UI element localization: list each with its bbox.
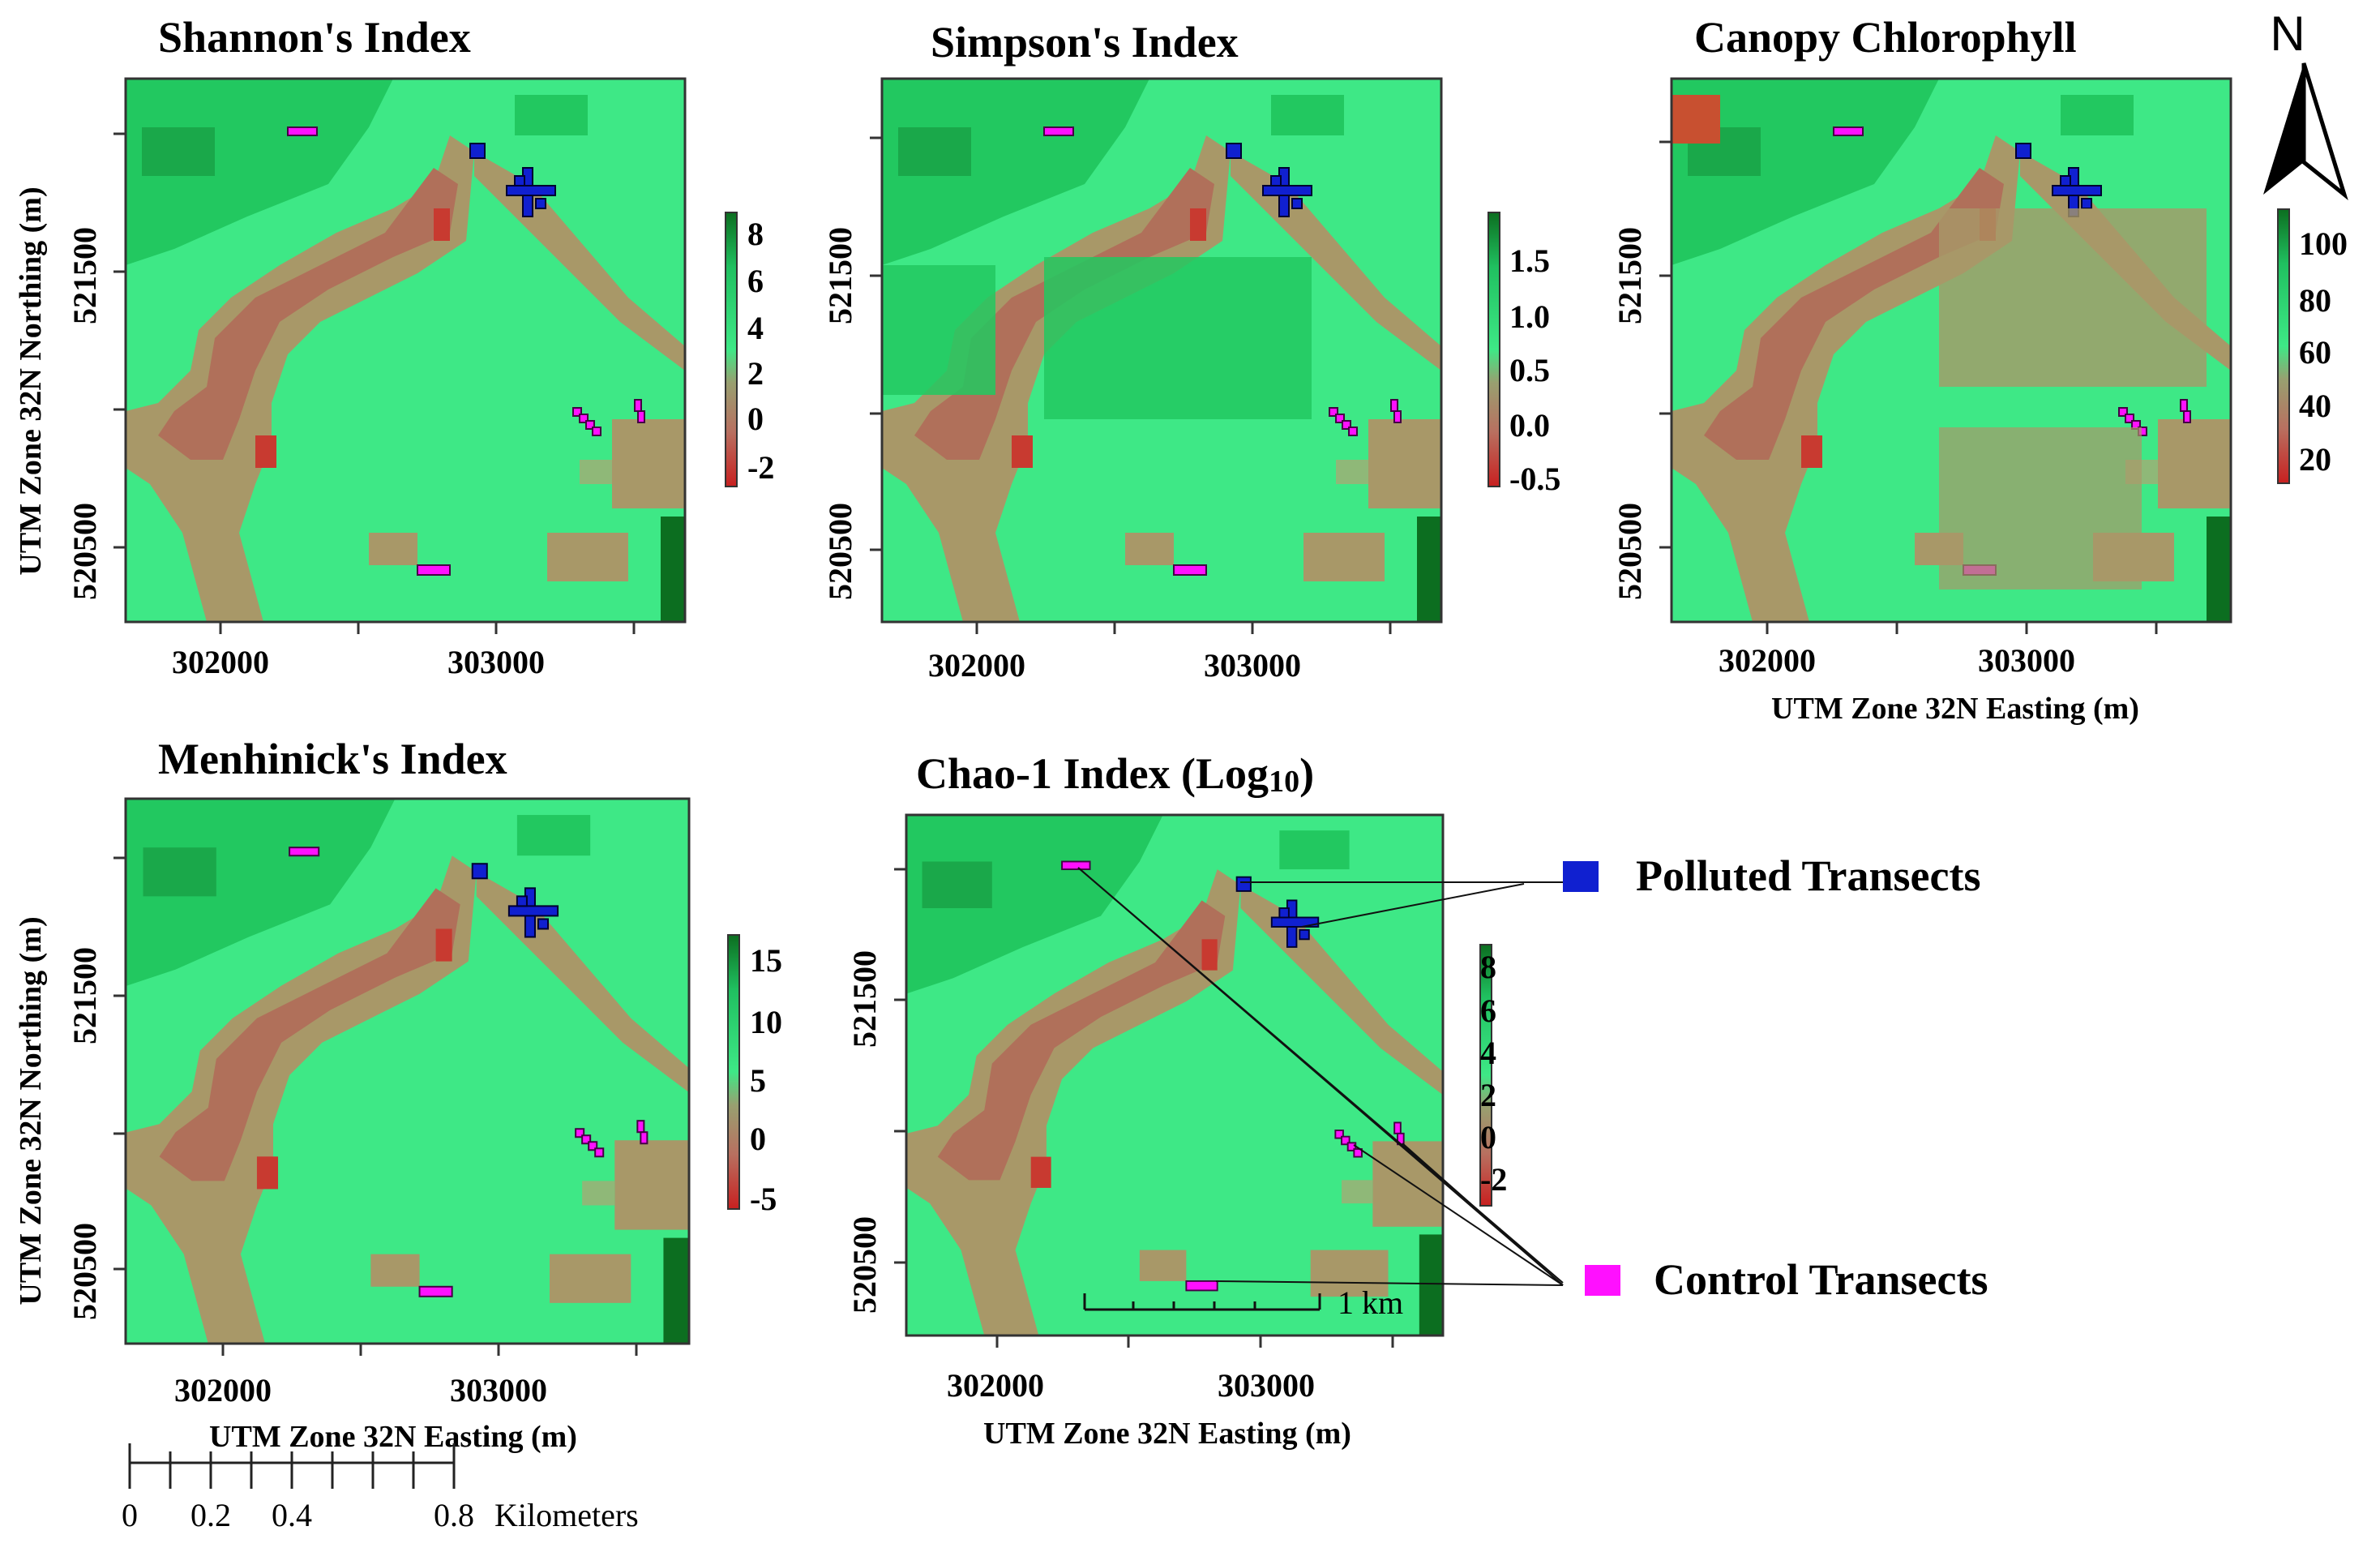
- color-bar: [2277, 208, 2290, 484]
- legend-tick: 6: [1480, 993, 1496, 1029]
- y-tick: 520500: [1612, 503, 1648, 600]
- north-label: N: [2270, 6, 2305, 61]
- legend-tick: 80: [2299, 282, 2331, 319]
- legend-tick: 0.5: [1509, 352, 1550, 388]
- legend-tick: -2: [747, 449, 774, 486]
- inset-scale-bar: 1 km: [1083, 1284, 1403, 1321]
- y-tick: 521500: [66, 947, 103, 1044]
- color-bar: [1479, 944, 1492, 1207]
- map-frame: [905, 813, 1445, 1337]
- legend: Polluted Transects Control Transects: [1077, 851, 1988, 1304]
- panel-simpson: Simpson's Index 521500 520500 302000 303…: [822, 18, 1560, 684]
- map-frame: [1670, 77, 2232, 624]
- x-tick: 303000: [450, 1372, 547, 1408]
- raster-map: [1672, 79, 2231, 622]
- y-tick: 520500: [66, 1223, 103, 1320]
- x-axis-label: UTM Zone 32N Easting (m): [983, 1417, 1351, 1451]
- legend-tick: 0: [747, 401, 764, 437]
- y-tick: 520500: [66, 503, 103, 600]
- panel-title: Simpson's Index: [931, 18, 1239, 66]
- legend-tick: 8: [747, 216, 764, 252]
- legend-tick: 0.0: [1509, 407, 1550, 444]
- legend-tick: 4: [1480, 1035, 1496, 1071]
- x-tick: 303000: [447, 644, 545, 680]
- legend-tick: 60: [2299, 334, 2331, 371]
- map-frame: [124, 797, 691, 1345]
- legend-tick: 8: [1480, 949, 1496, 985]
- y-tick: 521500: [822, 227, 858, 324]
- legend-tick: 10: [750, 1004, 782, 1040]
- raster-map: [882, 79, 1441, 622]
- legend-swatch-control: [1585, 1265, 1620, 1296]
- x-tick: 303000: [1978, 642, 2075, 679]
- legend-tick: -5: [750, 1181, 777, 1217]
- color-bar: [725, 212, 738, 487]
- north-arrow-icon: N: [2263, 6, 2348, 201]
- y-tick: 521500: [1612, 227, 1648, 324]
- y-axis-label: UTM Zone 32N Northing (m): [14, 186, 48, 575]
- inset-scale-label: 1 km: [1338, 1284, 1403, 1321]
- x-tick: 302000: [947, 1367, 1044, 1404]
- panel-title: Canopy Chlorophyll: [1694, 13, 2077, 62]
- legend-tick: 20: [2299, 441, 2331, 478]
- legend-tick: 4: [747, 310, 764, 346]
- panel-shannon: Shannon's Index 521500 520500 UTM Zone 3…: [14, 13, 774, 680]
- legend-tick: -0.5: [1509, 461, 1560, 497]
- scale-unit: Kilometers: [494, 1497, 639, 1533]
- scale-bar: 0 0.2 0.4 0.8 Kilometers: [122, 1443, 639, 1533]
- color-bar: [727, 934, 740, 1210]
- map-frame: [880, 77, 1443, 624]
- panel-menhinick: Menhinick's Index 521500 520500 UTM Zone…: [14, 735, 782, 1533]
- legend-swatch-polluted: [1563, 861, 1599, 892]
- legend-tick: 1.0: [1509, 298, 1550, 335]
- legend-tick: 15: [750, 942, 782, 979]
- scale-tick: 0: [122, 1497, 138, 1533]
- panel-canopy-chlorophyll: Canopy Chlorophyll 521500 520500 302000 …: [1612, 6, 2348, 726]
- x-tick: 302000: [928, 647, 1025, 684]
- raster-map: [126, 799, 689, 1344]
- legend-tick: 6: [747, 263, 764, 299]
- legend-tick: 40: [2299, 388, 2331, 424]
- legend-tick: 1.5: [1509, 242, 1550, 279]
- x-tick: 302000: [1719, 642, 1816, 679]
- y-tick: 520500: [822, 503, 858, 600]
- y-axis-label: UTM Zone 32N Northing (m): [14, 916, 48, 1305]
- legend-tick: 5: [750, 1062, 766, 1099]
- x-tick: 303000: [1204, 647, 1301, 684]
- legend-tick: 2: [747, 355, 764, 392]
- y-tick: 520500: [846, 1216, 883, 1314]
- x-tick: 302000: [174, 1372, 272, 1408]
- x-axis-label: UTM Zone 32N Easting (m): [209, 1420, 577, 1454]
- color-bar: [1488, 212, 1500, 487]
- scale-tick: 0.4: [272, 1497, 312, 1533]
- x-axis-label: UTM Zone 32N Easting (m): [1771, 692, 2139, 726]
- legend-tick: 0: [750, 1121, 766, 1157]
- legend-tick: 100: [2299, 225, 2348, 262]
- y-tick: 521500: [66, 227, 103, 324]
- x-tick: 303000: [1218, 1367, 1315, 1404]
- legend-tick: 2: [1480, 1077, 1496, 1113]
- panel-title: Chao-1 Index (Log10): [916, 749, 1314, 799]
- scale-tick: 0.8: [434, 1497, 474, 1533]
- raster-map: [126, 79, 685, 622]
- legend-tick: -2: [1480, 1161, 1507, 1198]
- y-tick: 521500: [846, 950, 883, 1048]
- x-tick: 302000: [172, 644, 269, 680]
- legend-label: Control Transects: [1654, 1255, 1988, 1304]
- legend-tick: 0: [1480, 1119, 1496, 1155]
- raster-map: [906, 815, 1443, 1335]
- panel-chao1: Chao-1 Index (Log10) 521500 520500 30200…: [846, 749, 1507, 1451]
- panel-title: Menhinick's Index: [158, 735, 507, 783]
- scale-tick: 0.2: [190, 1497, 231, 1533]
- legend-label: Polluted Transects: [1636, 851, 1981, 900]
- map-frame: [124, 77, 687, 624]
- panel-title: Shannon's Index: [158, 13, 471, 62]
